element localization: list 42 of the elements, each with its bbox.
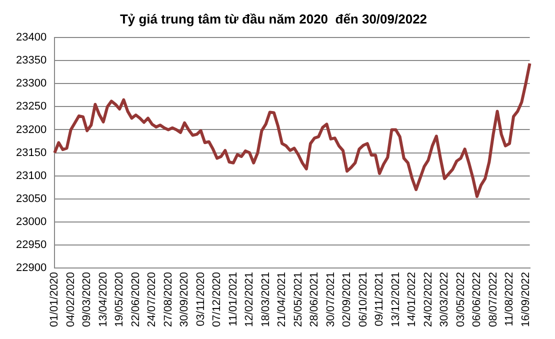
y-tick-label: 23000 xyxy=(16,216,47,228)
x-tick-label: 27/08/2020 xyxy=(162,272,174,328)
x-tick-label: 06/10/2021 xyxy=(357,272,370,328)
x-tick-label: 06/06/2022 xyxy=(471,272,484,328)
y-tick-label: 23300 xyxy=(16,78,47,90)
x-tick-label: 30/03/2022 xyxy=(438,272,451,328)
x-tick-label: 03/11/2020 xyxy=(194,272,207,326)
y-tick-label: 23100 xyxy=(16,170,47,182)
x-tick-label: 22/06/2020 xyxy=(130,272,142,328)
x-tick-label: 30/09/2020 xyxy=(178,272,191,328)
y-tick-label: 23050 xyxy=(16,192,47,205)
y-tick-label: 23350 xyxy=(16,54,47,67)
x-tick-label: 04/02/2020 xyxy=(64,272,77,328)
y-tick-label: 23200 xyxy=(16,124,47,136)
y-tick-label: 23400 xyxy=(16,32,47,44)
x-tick-label: 01/01/2020 xyxy=(48,272,61,328)
x-tick-label: 11/08/2022 xyxy=(504,272,516,326)
x-tick-label: 12/02/2021 xyxy=(244,272,256,328)
y-tick-label: 22950 xyxy=(16,238,47,251)
y-tick-label: 23150 xyxy=(16,146,47,159)
x-tick-label: 16/09/2022 xyxy=(520,272,532,328)
x-tick-label: 24/07/2020 xyxy=(146,272,158,328)
x-tick-label: 25/05/2021 xyxy=(292,272,304,328)
x-tick-label: 03/05/2022 xyxy=(454,272,467,328)
x-tick-label: 13/04/2020 xyxy=(97,272,110,328)
x-tick-label: 13/12/2021 xyxy=(390,272,402,328)
x-tick-label: 08/07/2022 xyxy=(487,272,500,328)
x-tick-label: 18/03/2021 xyxy=(260,272,272,328)
y-tick-label: 23250 xyxy=(16,100,47,113)
x-tick-label: 09/03/2020 xyxy=(81,272,94,328)
x-tick-label: 30/07/2021 xyxy=(324,272,337,328)
x-tick-label: 09/11/2021 xyxy=(374,272,386,326)
x-tick-label: 14/01/2022 xyxy=(406,272,418,328)
y-tick-label: 22900 xyxy=(16,262,47,274)
x-tick-label: 11/01/2021 xyxy=(227,272,240,326)
chart-title: Tỷ giá trung tâm từ đầu năm 2020 đến 30/09/2022 xyxy=(120,11,428,26)
x-tick-label: 07/12/2020 xyxy=(211,272,224,328)
x-tick-label: 02/09/2021 xyxy=(341,272,354,328)
x-tick-label: 19/05/2020 xyxy=(114,272,126,328)
x-tick-label: 24/02/2022 xyxy=(422,272,434,328)
x-tick-label: 28/06/2021 xyxy=(308,272,321,328)
x-tick-label: 21/04/2021 xyxy=(276,272,288,328)
